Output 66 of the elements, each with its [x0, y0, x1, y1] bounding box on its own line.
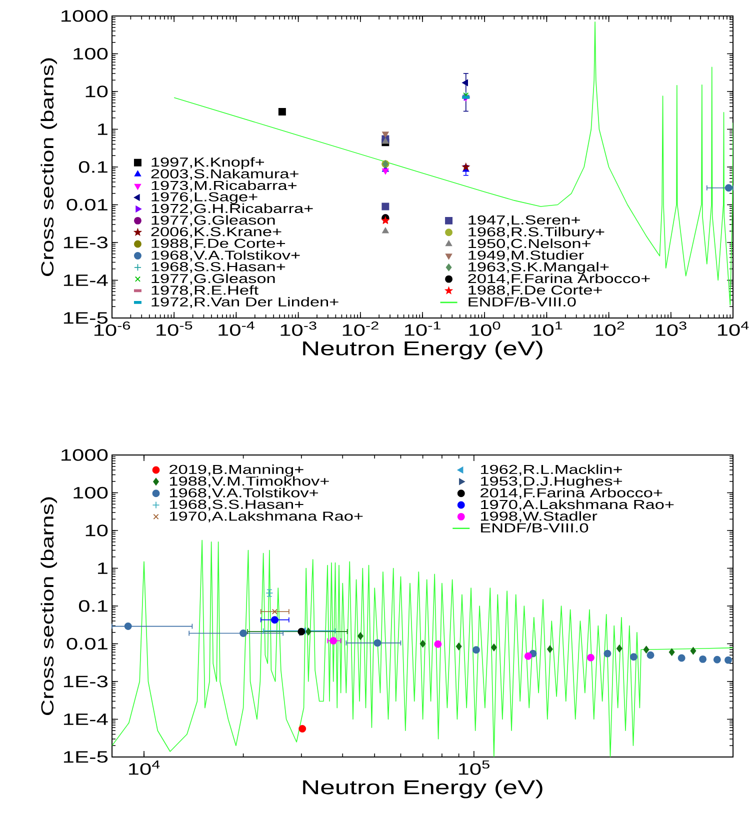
legend-label: 1988,F.De Corte+: [152, 238, 286, 250]
y-tick-label: 1: [98, 562, 108, 574]
y-tick-label: 100: [74, 486, 108, 499]
y-tick-label: 1E-5: [64, 312, 108, 324]
x-tick-label: 10$^{4}$: [718, 322, 749, 336]
legend-label: 1968,V.A.Tolstikov+: [152, 250, 300, 262]
x-tick-label: 10$^{-5}$: [156, 322, 192, 336]
legend-label: 1950,C.Nelson+: [468, 238, 590, 250]
x-tick-label: 10$^{1}$: [532, 322, 562, 336]
legend-label: 1998,W.Stadler: [480, 511, 598, 522]
legend-label: 1970,A.Lakshmana Rao+: [170, 511, 363, 522]
y-tick-label: 10: [86, 86, 108, 98]
legend-label: 1997,K.Knopf+: [152, 157, 264, 170]
y-tick-label: 0.1: [78, 161, 108, 173]
x-axis-title: Neutron Energy (eV): [303, 340, 542, 360]
legend-label: 1988,F.De Corte+: [468, 285, 602, 296]
legend-label: 1972,G.H.Ricabarra+: [152, 204, 313, 215]
y-tick-label: 0.01: [66, 198, 108, 211]
legend-label: 1977,G.Gleason: [152, 274, 275, 285]
x-tick-label: 10$^{3}$: [656, 322, 686, 336]
y-axis-title: Cross section (barns): [40, 58, 57, 276]
legend-label: 1947,L.Seren+: [468, 215, 580, 226]
y-tick-label: 1E-3: [64, 676, 108, 688]
legend-label: 2014,F.Farina Arbocco+: [468, 274, 650, 285]
x-tick-label: 10$^{2}$: [594, 322, 624, 336]
x-tick-label: 10$^{5}$: [458, 760, 490, 775]
y-tick-label: 1E-4: [64, 714, 108, 725]
legend-label: 2006,K.S.Krane+: [151, 227, 282, 238]
legend-label: 1973,M.Ricabarra+: [152, 180, 297, 192]
legend-label: 1988,V.M.Timokhov+: [170, 476, 329, 488]
legend-label: 1970,A.Lakshmana Rao+: [480, 500, 674, 511]
y-tick-label: 10: [86, 524, 108, 536]
legend-label: 1968,S.S.Hasan+: [152, 262, 286, 273]
legend-label: 1978,R.E.Heft: [152, 285, 258, 296]
y-tick-label: 1000: [62, 449, 108, 461]
y-tick-label: 1000: [62, 10, 108, 22]
x-tick-label: 10$^{-2}$: [342, 322, 378, 336]
legend-label: 1968,V.A.Tolstikov+: [170, 488, 318, 499]
legend-label: 1968,S.S.Hasan+: [170, 500, 304, 510]
legend-label: 1962,R.L.Macklin+: [480, 464, 622, 476]
y-tick-label: 0.1: [78, 600, 108, 612]
y-tick-label: 100: [74, 48, 108, 60]
y-axis-title: Cross section (barns): [40, 497, 58, 716]
legend-label: 2014,F.Farina Arbocco+: [480, 488, 662, 499]
x-tick-label: 10$^{-4}$: [218, 322, 254, 336]
y-tick-label: 1E-4: [64, 274, 108, 286]
x-tick-label: 10$^{-1}$: [404, 322, 440, 336]
legend-label: ENDF/B-VIII.0: [481, 522, 588, 532]
legend-label: 1953,D.J.Hughes+: [480, 476, 622, 488]
x-tick-label: 10$^{0}$: [470, 322, 500, 336]
legend-label: 1976,L.Sage+: [152, 192, 258, 204]
legend-label: 2019,B.Manning+: [170, 464, 304, 477]
legend-label: 1968,R.S.Tilbury+: [468, 226, 604, 239]
x-tick-label: 10$^{4}$: [129, 760, 160, 775]
x-tick-label: 10$^{-3}$: [280, 322, 316, 336]
y-tick-label: 1E-3: [64, 236, 108, 248]
y-tick-label: 1E-5: [64, 751, 108, 763]
legend-label: 2003,S.Nakamura+: [151, 168, 298, 180]
legend-label: 1972,R.Van Der Linden+: [152, 296, 338, 308]
legend-label: 1949,M.Studier: [468, 250, 584, 262]
y-tick-label: 1: [98, 124, 108, 135]
y-tick-label: 0.01: [66, 638, 108, 650]
legend-label: ENDF/B-VIII.0: [468, 296, 576, 306]
legend-label: 1963,S.K.Mangal+: [468, 262, 609, 274]
legend-label: 1977,G.Gleason: [152, 215, 275, 226]
x-axis-title: Neutron Energy (eV): [303, 780, 542, 798]
